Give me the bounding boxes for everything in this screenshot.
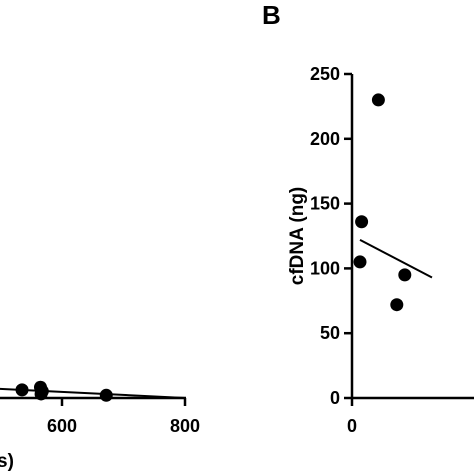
panel-b-point-2 — [371, 93, 385, 107]
panel-b-letter: B — [262, 0, 281, 30]
panel-b-trend-line — [359, 239, 433, 279]
panel-b: B 0 50 100 150 200 250 0 cfDNA (ng) — [262, 0, 474, 436]
panel-b-y-ticks: 0 50 100 150 200 250 — [310, 64, 352, 408]
panel-b-x-ticks: 0 — [347, 398, 357, 436]
panel-b-y-tick-label-2: 100 — [310, 258, 340, 278]
panel-a-point-4 — [99, 388, 113, 402]
panel-a: 600 800 s) — [0, 380, 200, 472]
panel-a-x-tick-label-0: 600 — [47, 416, 77, 436]
panel-b-point-3 — [390, 298, 404, 312]
panel-a-trend-line — [0, 387, 186, 399]
panel-b-point-4 — [398, 268, 412, 282]
panel-b-points — [353, 93, 412, 312]
panel-a-point-3 — [34, 387, 48, 401]
panel-a-x-tick-label-1: 800 — [170, 416, 200, 436]
panel-b-y-axis-title: cfDNA (ng) — [287, 187, 308, 286]
panel-b-point-0 — [353, 255, 367, 269]
panel-b-y-tick-label-1: 50 — [320, 323, 340, 343]
panel-a-point-0 — [15, 383, 29, 397]
panel-b-x-tick-label-0: 0 — [347, 416, 357, 436]
panel-a-x-ticks: 600 800 — [47, 398, 200, 436]
panel-b-y-tick-label-5: 250 — [310, 64, 340, 84]
panel-b-point-1 — [355, 215, 369, 229]
panel-b-y-tick-label-4: 200 — [310, 129, 340, 149]
panel-b-y-tick-label-0: 0 — [330, 388, 340, 408]
panel-a-x-axis-title: s) — [0, 451, 14, 472]
panel-a-points — [15, 380, 113, 402]
panel-b-y-tick-label-3: 150 — [310, 194, 340, 214]
